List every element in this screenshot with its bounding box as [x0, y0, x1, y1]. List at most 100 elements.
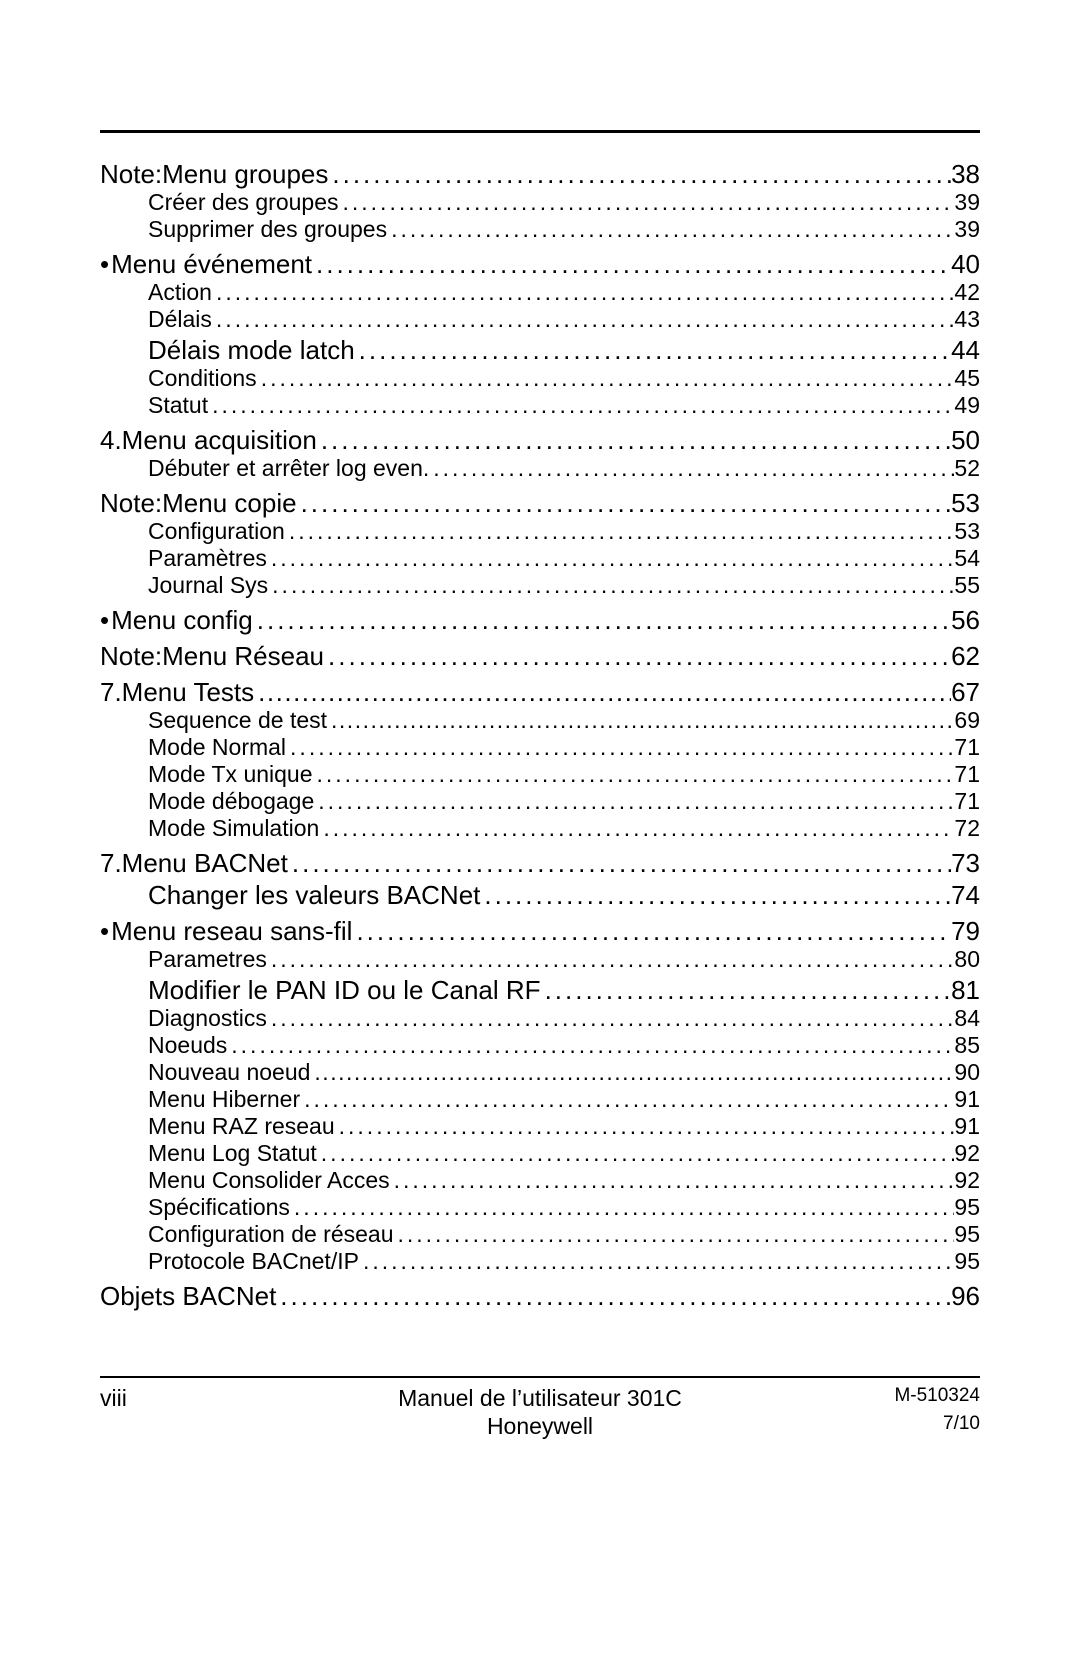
toc-page: 49 [954, 394, 980, 417]
toc-label: Spécifications [148, 1196, 290, 1219]
toc-entry: Note:Menu copie 53 [100, 490, 980, 516]
toc-entry: Note:Menu Réseau62 [100, 643, 980, 669]
toc-label: Sequence de test [148, 709, 327, 732]
toc-page: 91 [954, 1115, 980, 1138]
toc-label: Modifier le PAN ID ou le Canal RF [148, 977, 541, 1003]
toc-label: 4.Menu acquisition [100, 427, 317, 453]
toc-entry: Spécifications 95 [100, 1196, 980, 1219]
toc-leader [359, 1250, 954, 1273]
top-rule [100, 130, 980, 133]
toc-bullet: • [100, 251, 111, 277]
toc-leader [313, 763, 955, 786]
toc-label: Menu RAZ reseau [148, 1115, 335, 1138]
toc-entry: Objets BACNet96 [100, 1283, 980, 1309]
toc-page: 92 [954, 1169, 980, 1192]
toc-page: 67 [951, 679, 980, 705]
toc-label: Journal Sys [148, 574, 268, 597]
toc-leader [268, 574, 954, 597]
toc-page: 53 [951, 490, 980, 516]
toc-entry: Mode débogage71 [100, 790, 980, 813]
toc-entry: 7.Menu BACNet 73 [100, 850, 980, 876]
toc-leader [267, 948, 955, 971]
toc-entry: Délais43 [100, 308, 980, 331]
toc-entry: Action42 [100, 281, 980, 304]
page-footer: viii Manuel de l’utilisateur 301C M-5103… [100, 1376, 980, 1442]
toc-label: Objets BACNet [100, 1283, 276, 1309]
toc-leader [297, 490, 952, 516]
toc-entry: Menu Log Statut 92 [100, 1142, 980, 1165]
footer-docnum: M-510324 [840, 1384, 980, 1413]
toc-label: Diagnostics [148, 1007, 267, 1030]
toc-label: Paramètres [148, 547, 267, 570]
toc-page: 85 [954, 1034, 980, 1057]
toc-entry: Menu Hiberner91 [100, 1088, 980, 1111]
table-of-contents: Note:Menu groupes 38 Créer des groupes 39 Su… [100, 161, 980, 1309]
footer-row-2: Honeywell 7/10 [100, 1412, 980, 1441]
toc-page: 95 [954, 1250, 980, 1273]
footer-title-line1: Manuel de l’utilisateur 301C [240, 1384, 840, 1413]
toc-page: 53 [954, 520, 980, 543]
toc-label: Note:Menu groupes [100, 161, 328, 187]
toc-leader [429, 457, 954, 480]
toc-label: Mode Normal [148, 736, 286, 759]
toc-leader [212, 281, 954, 304]
toc-leader [387, 218, 954, 241]
toc-label: Mode débogage [148, 790, 314, 813]
toc-label: Menu Consolider Acces [148, 1169, 390, 1192]
toc-label: Statut [148, 394, 208, 417]
toc-leader [339, 191, 955, 214]
toc-leader [285, 520, 955, 543]
toc-label: Changer les valeurs BACNet [148, 882, 480, 908]
toc-label: Créer des groupes [148, 191, 339, 214]
toc-label: Note:Menu copie [100, 490, 297, 516]
toc-page: 81 [951, 977, 980, 1003]
toc-leader [208, 394, 954, 417]
toc-page: 39 [954, 191, 980, 214]
toc-page: 54 [954, 547, 980, 570]
toc-leader [288, 850, 951, 876]
toc-page: 52 [954, 457, 980, 480]
toc-entry: Statut 49 [100, 394, 980, 417]
toc-entry: Changer les valeurs BACNet 74 [100, 882, 980, 908]
toc-entry: Menu Consolider Acces 92 [100, 1169, 980, 1192]
toc-leader [253, 607, 951, 633]
toc-entry: Configuration53 [100, 520, 980, 543]
toc-leader [314, 790, 954, 813]
toc-leader [310, 1061, 954, 1084]
toc-bullet: • [100, 918, 111, 944]
toc-entry: Note:Menu groupes 38 [100, 161, 980, 187]
toc-label: Menu Log Statut [148, 1142, 317, 1165]
footer-page-roman: viii [100, 1384, 240, 1413]
toc-label: 7.Menu Tests [100, 679, 254, 705]
footer-row-1: viii Manuel de l’utilisateur 301C M-5103… [100, 1384, 980, 1413]
toc-label: 7.Menu BACNet [100, 850, 288, 876]
toc-page: 73 [951, 850, 980, 876]
toc-label: Protocole BACnet/IP [148, 1250, 359, 1273]
toc-leader [328, 161, 951, 187]
toc-page: 95 [954, 1223, 980, 1246]
toc-page: 72 [954, 817, 980, 840]
toc-entry: Conditions45 [100, 367, 980, 390]
toc-leader [317, 1142, 955, 1165]
toc-entry: Mode Tx unique 71 [100, 763, 980, 786]
toc-leader [352, 918, 951, 944]
toc-leader [355, 337, 951, 363]
toc-label: Délais [148, 308, 212, 331]
toc-label: Menu événement [111, 251, 312, 277]
toc-page: 92 [954, 1142, 980, 1165]
toc-leader [480, 882, 951, 908]
footer-date: 7/10 [840, 1412, 980, 1441]
toc-label: Débuter et arrêter log even. [148, 457, 429, 480]
toc-entry: 7.Menu Tests 67 [100, 679, 980, 705]
toc-page: 74 [951, 882, 980, 908]
page: Note:Menu groupes 38 Créer des groupes 39 Su… [0, 0, 1080, 1669]
toc-leader [300, 1088, 954, 1111]
toc-label: Configuration de réseau [148, 1223, 394, 1246]
toc-entry: Supprimer des groupes39 [100, 218, 980, 241]
toc-page: 38 [951, 161, 980, 187]
toc-page: 95 [954, 1196, 980, 1219]
toc-leader [290, 1196, 954, 1219]
toc-page: 71 [954, 736, 980, 759]
toc-label: Menu Hiberner [148, 1088, 300, 1111]
toc-label: Conditions [148, 367, 257, 390]
